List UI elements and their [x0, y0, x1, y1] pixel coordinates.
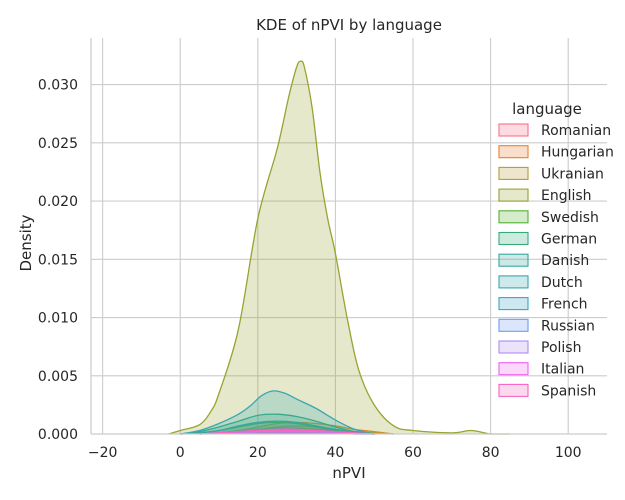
- x-tick-label: 20: [249, 445, 267, 461]
- y-tick-label: 0.030: [38, 78, 78, 94]
- legend-swatch-english: [498, 188, 529, 202]
- y-tick-label: 0.005: [38, 369, 78, 385]
- y-tick-labels: 0.000 0.005 0.010 0.015 0.020 0.025 0.030: [38, 78, 78, 443]
- x-tick-label: 40: [327, 445, 345, 461]
- y-tick-label: 0.020: [38, 194, 78, 210]
- y-tick-label: 0.000: [38, 427, 78, 443]
- density-area-italian: [199, 429, 375, 434]
- legend-items: Romanian Hungarian Ukranian English Swedish G…: [498, 123, 614, 399]
- legend-swatch-russian: [498, 318, 529, 332]
- chart-title: KDE of nPVI by language: [256, 16, 442, 34]
- x-tick-labels: −20 0 20 40 60 80 100: [88, 445, 582, 461]
- legend-label-romanian: Romanian: [541, 123, 611, 139]
- legend-swatch-dutch: [498, 275, 529, 289]
- x-tick-label: 80: [482, 445, 500, 461]
- density-curves: [168, 60, 511, 435]
- legend-swatch-french: [498, 297, 529, 311]
- legend-label-danish: Danish: [541, 253, 589, 269]
- density-area-dutch: [180, 390, 375, 434]
- legend-swatch-polish: [498, 340, 529, 354]
- legend-swatch-hungarian: [498, 145, 529, 159]
- y-tick-label: 0.010: [38, 311, 78, 327]
- legend-label-english: English: [541, 188, 592, 204]
- density-area-spanish: [199, 430, 375, 434]
- legend-swatch-danish: [498, 253, 529, 267]
- x-axis-label: nPVI: [332, 464, 365, 482]
- legend-swatch-german: [498, 231, 529, 246]
- legend-swatch-romanian: [498, 123, 529, 137]
- legend-label-dutch: Dutch: [541, 275, 583, 291]
- y-tick-label: 0.015: [38, 252, 78, 268]
- density-line-german: [180, 413, 375, 435]
- legend-swatch-spanish: [498, 383, 529, 397]
- density-line-english: [168, 60, 511, 435]
- legend: language Romanian Hungarian Ukranian Englis…: [498, 100, 614, 399]
- x-tick-label: 0: [176, 445, 185, 461]
- density-area-english: [168, 61, 511, 434]
- x-tick-label: −20: [88, 445, 118, 461]
- legend-label-russian: Russian: [541, 318, 595, 334]
- legend-swatch-swedish: [498, 210, 529, 224]
- legend-label-polish: Polish: [541, 340, 581, 356]
- x-tick-label: 100: [555, 445, 582, 461]
- y-tick-label: 0.025: [38, 136, 78, 152]
- legend-swatch-ukranian: [498, 166, 529, 180]
- x-tick-label: 60: [404, 445, 422, 461]
- density-line-dutch: [180, 390, 375, 435]
- density-line-spanish: [199, 429, 375, 435]
- legend-swatch-italian: [498, 362, 529, 376]
- legend-label-french: French: [541, 297, 588, 313]
- axes: [90, 38, 607, 435]
- legend-label-ukranian: Ukranian: [541, 166, 604, 182]
- legend-label-spanish: Spanish: [541, 383, 596, 399]
- y-axis-label: Density: [17, 214, 35, 271]
- legend-label-german: German: [541, 232, 597, 248]
- legend-label-hungarian: Hungarian: [541, 145, 614, 161]
- density-line-danish: [180, 420, 375, 435]
- density-area-german: [180, 414, 375, 434]
- legend-label-italian: Italian: [541, 362, 584, 378]
- legend-label-swedish: Swedish: [541, 210, 599, 226]
- legend-title: language: [512, 100, 582, 118]
